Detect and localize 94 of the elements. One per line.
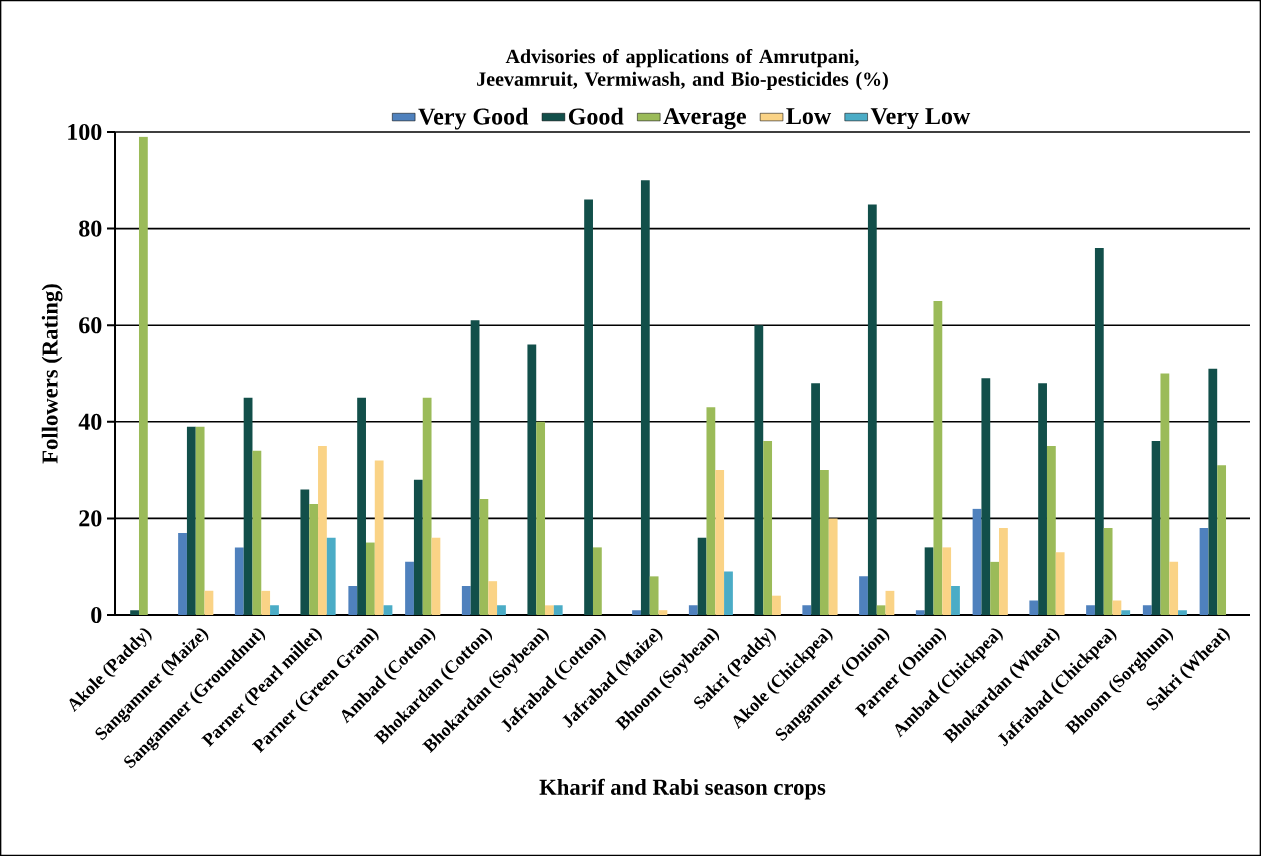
bar [365, 542, 375, 615]
bar [876, 605, 886, 615]
legend-label: Low [786, 108, 832, 125]
bar [754, 325, 764, 615]
y-tick-label: 60 [79, 317, 102, 334]
bar [1094, 247, 1104, 615]
bar [1217, 465, 1227, 615]
y-tick-label: 100 [68, 123, 102, 141]
bar [1151, 441, 1161, 615]
bar [252, 450, 262, 615]
bar [924, 547, 934, 615]
bar [1142, 605, 1152, 615]
bar [318, 445, 327, 615]
bar [243, 397, 253, 615]
bar [640, 180, 650, 615]
bar [828, 518, 838, 615]
bar [204, 590, 214, 615]
bar [130, 610, 139, 615]
bar [697, 537, 707, 615]
bar [1086, 605, 1095, 615]
bar [545, 605, 554, 615]
bar [981, 378, 991, 615]
legend-label: Good [568, 107, 624, 125]
bar [715, 470, 725, 615]
bar [1055, 552, 1065, 615]
bar [1103, 528, 1113, 615]
bar [186, 426, 196, 615]
bar [536, 421, 546, 615]
bar [374, 460, 384, 615]
bar [527, 344, 537, 615]
bar [300, 489, 310, 615]
bar [1178, 610, 1187, 615]
bar [309, 503, 319, 615]
bar [461, 586, 471, 615]
bar [951, 586, 960, 615]
x-axis-title: Kharif and Rabi season crops [539, 778, 826, 800]
legend-label: Very Good [418, 107, 529, 130]
bar [1121, 610, 1131, 615]
bar [1046, 445, 1056, 615]
bar [261, 590, 271, 615]
bar [1199, 528, 1209, 615]
bar [178, 532, 187, 615]
bar [592, 547, 602, 615]
bar [138, 136, 148, 615]
legend-label: Very Low [870, 108, 971, 130]
bar [885, 590, 895, 615]
chart-title: Advisories of applications of Amrutpani, Jeevamruit, Vermiwash, and Bio-pesticides (%) [477, 48, 888, 90]
bar [811, 383, 820, 615]
bar [649, 576, 659, 615]
bar [422, 397, 432, 615]
bar [933, 301, 943, 615]
bar [763, 441, 773, 615]
y-tick-label: 80 [79, 220, 102, 237]
bar [195, 426, 205, 615]
bar [470, 320, 480, 615]
bar [497, 605, 506, 615]
bar [488, 581, 498, 615]
bar [405, 561, 414, 615]
bar [1038, 383, 1047, 615]
bar [724, 571, 733, 615]
bar [431, 537, 441, 615]
bar [990, 561, 1000, 615]
bar [999, 528, 1008, 615]
bar [632, 610, 641, 615]
bar [772, 595, 781, 615]
bar [326, 537, 336, 615]
bar [479, 499, 489, 615]
bar [553, 605, 563, 615]
y-tick-label: 40 [78, 413, 102, 430]
legend-label: Average [663, 108, 746, 130]
bar [584, 199, 593, 615]
bar [688, 605, 698, 615]
bar [972, 508, 982, 615]
bar [383, 605, 393, 615]
bar [859, 576, 868, 615]
bar [942, 547, 952, 615]
bar [357, 397, 366, 615]
bar [867, 204, 877, 615]
bar [706, 407, 716, 615]
y-tick-label: 0 [91, 606, 102, 624]
bar [1208, 368, 1218, 615]
bar [819, 470, 829, 615]
bar [1160, 373, 1170, 615]
bar [802, 605, 812, 615]
bar [348, 586, 358, 615]
y-tick-label: 20 [79, 510, 102, 527]
bar [1029, 600, 1039, 615]
y-axis-title: Followers (Rating) [41, 284, 63, 464]
bar [270, 605, 279, 615]
bar [1169, 561, 1179, 615]
bar [915, 610, 925, 615]
bar [658, 610, 668, 615]
bar [413, 479, 423, 615]
bar [234, 547, 244, 615]
